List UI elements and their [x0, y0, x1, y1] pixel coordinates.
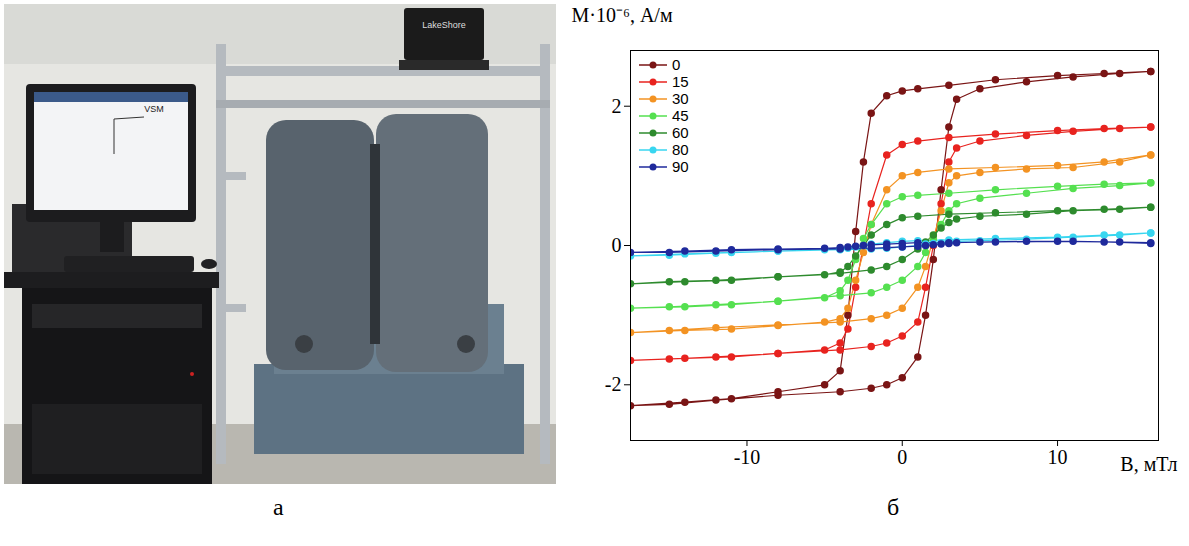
html-text:45: 45: [672, 107, 689, 124]
svg-text:M·10⁻⁶, А/м: M·10⁻⁶, А/м: [572, 4, 673, 26]
svg-text:VSM: VSM: [144, 104, 164, 114]
svg-text:0: 0: [897, 446, 907, 468]
html-text:а: а: [273, 494, 284, 520]
html-text:15: 15: [672, 73, 689, 90]
svg-text:-10: -10: [734, 446, 761, 468]
html-text:30: 30: [672, 90, 689, 107]
html-text:80: 80: [672, 141, 689, 158]
svg-text:-2: -2: [605, 373, 622, 395]
html-text:90: 90: [672, 158, 689, 175]
html-text:б: б: [887, 494, 900, 520]
svg-text:LakeShore: LakeShore: [422, 20, 466, 30]
svg-text:2: 2: [612, 95, 622, 117]
html-text:0: 0: [672, 56, 681, 73]
svg-text:B, мТл: B, мТл: [1120, 453, 1177, 475]
svg-text:10: 10: [1048, 446, 1068, 468]
svg-text:0: 0: [612, 234, 622, 256]
html-text:60: 60: [672, 124, 689, 141]
